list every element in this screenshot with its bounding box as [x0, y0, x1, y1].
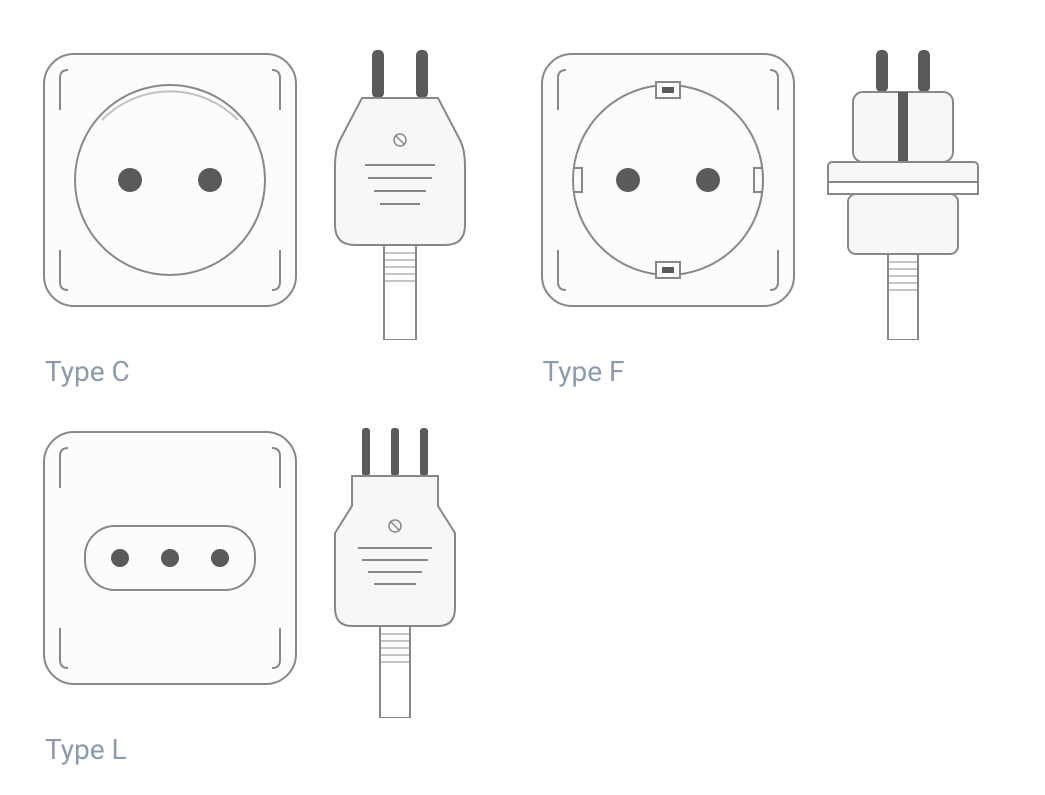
plug-type-c: Type C [40, 50, 508, 388]
plug-types-grid: Type C [40, 50, 1005, 766]
plug-c-icon [320, 50, 480, 340]
plug-l-label: Type L [45, 733, 508, 766]
plug-type-f: Type F [538, 50, 1006, 388]
plug-l-graphics [40, 428, 508, 718]
plug-c-label: Type C [45, 355, 508, 388]
plug-l-icon [320, 428, 470, 718]
socket-l-icon [40, 428, 300, 688]
socket-c-icon [40, 50, 300, 310]
plug-f-label: Type F [543, 355, 1006, 388]
plug-f-graphics [538, 50, 1006, 340]
plug-c-graphics [40, 50, 508, 340]
plug-f-icon [818, 50, 988, 340]
plug-type-l: Type L [40, 428, 508, 766]
socket-f-icon [538, 50, 798, 310]
